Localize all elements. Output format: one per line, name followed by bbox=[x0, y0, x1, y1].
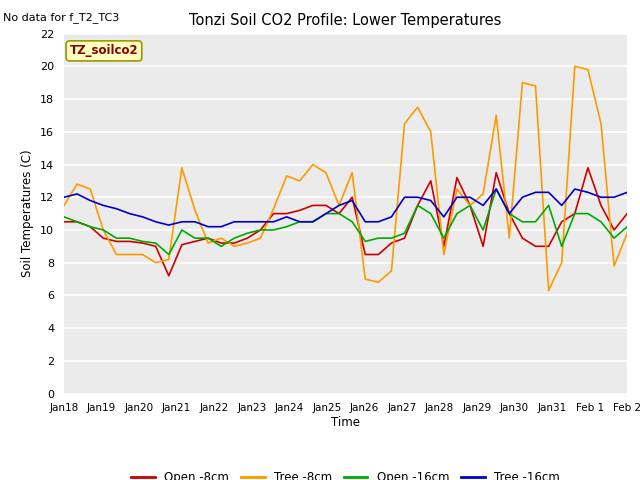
X-axis label: Time: Time bbox=[331, 416, 360, 429]
Legend: Open -8cm, Tree -8cm, Open -16cm, Tree -16cm: Open -8cm, Tree -8cm, Open -16cm, Tree -… bbox=[127, 466, 564, 480]
Text: TZ_soilco2: TZ_soilco2 bbox=[70, 44, 138, 58]
Y-axis label: Soil Temperatures (C): Soil Temperatures (C) bbox=[22, 150, 35, 277]
Text: No data for f_T2_TC3: No data for f_T2_TC3 bbox=[3, 12, 120, 23]
Title: Tonzi Soil CO2 Profile: Lower Temperatures: Tonzi Soil CO2 Profile: Lower Temperatur… bbox=[189, 13, 502, 28]
